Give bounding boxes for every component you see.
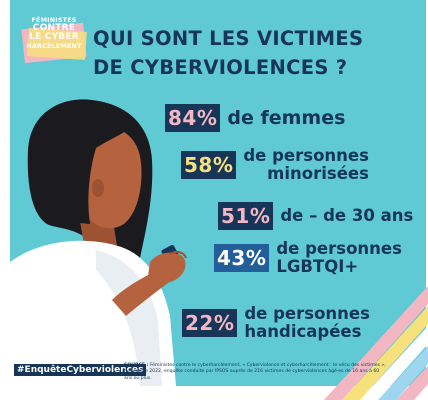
stat-under-30: 51% de – de 30 ans: [218, 202, 413, 230]
stat-label: de personnes LGBTQI+: [276, 240, 402, 276]
stat-value: 84%: [165, 104, 221, 132]
hand: [148, 252, 186, 284]
logo: FÉMINISTES CONTRE LE CYBER HARCÈLEMENT: [18, 12, 90, 64]
stat-label: de personnes minorisées: [243, 147, 369, 183]
stat-lgbtqi: 43% de personnes LGBTQI+: [214, 240, 402, 276]
stat-label-line-1: de personnes: [244, 304, 370, 323]
shirt-shadow: [96, 250, 162, 386]
stat-label-line-1: de personnes: [243, 146, 369, 165]
stat-label-line-1: de personnes: [276, 239, 402, 258]
page-title: QUI SONT LES VICTIMES DE CYBERVIOLENCES …: [93, 24, 423, 82]
source-text: Féministes contre le cyberharcèlement, «…: [124, 363, 386, 381]
stat-value: 43%: [214, 244, 270, 272]
title-line-2: DE CYBERVIOLENCES ?: [93, 56, 348, 79]
stat-label: de – de 30 ans: [280, 206, 414, 225]
hair-fringe: [66, 116, 138, 224]
stat-value: 51%: [218, 202, 274, 230]
stat-label-line-2: handicapées: [244, 322, 362, 341]
logo-line-3: LE CYBER: [29, 32, 79, 43]
stat-minorities: 58% de personnes minorisées: [181, 147, 369, 183]
logo-line-1: FÉMINISTES: [31, 16, 77, 24]
source-note: SOURCE : Féministes contre le cyberharcè…: [124, 363, 386, 382]
thumb: [169, 250, 187, 259]
source-label: SOURCE :: [124, 363, 149, 368]
logo-text: FÉMINISTES CONTRE LE CYBER HARCÈLEMENT: [18, 12, 90, 51]
logo-line-4: HARCÈLEMENT: [26, 42, 82, 51]
ear: [92, 179, 104, 197]
hashtag: #EnquêteCyberviolences: [14, 364, 147, 376]
stat-disabled: 22% de personnes handicapées: [182, 305, 370, 341]
logo-line-2: CONTRE: [32, 23, 76, 34]
stat-label-line-2: minorisées: [267, 164, 369, 183]
stat-value: 58%: [181, 151, 237, 179]
title-line-1: QUI SONT LES VICTIMES: [93, 27, 364, 50]
stat-label: de femmes: [227, 107, 346, 129]
social-handle: @TsCyberH: [16, 356, 53, 364]
stat-label: de personnes handicapées: [244, 305, 370, 341]
stat-label-line-2: LGBTQI+: [276, 257, 359, 276]
stat-women: 84% de femmes: [165, 104, 345, 132]
stat-value: 22%: [182, 309, 238, 337]
